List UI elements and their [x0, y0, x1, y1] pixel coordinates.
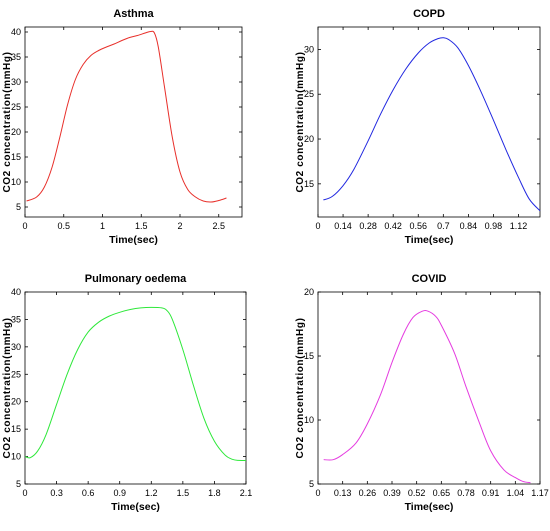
- chart-asthma-ytick-label: 40: [11, 27, 21, 37]
- chart-asthma-axes-frame: [24, 26, 243, 218]
- chart-covid-xtick-label: 0: [315, 488, 320, 498]
- chart-pulmonary-oedema-ytick-label: 10: [11, 452, 21, 462]
- chart-asthma-xtick-label: 1.5: [135, 221, 148, 231]
- chart-pulmonary-oedema-ylabel: CO2 concentration(mmHg): [2, 317, 13, 458]
- chart-copd-ytick-label: 25: [304, 89, 314, 99]
- chart-copd-xtick-label: 0: [315, 221, 320, 231]
- chart-asthma-series-line: [26, 30, 227, 203]
- chart-copd-ytick-label: 15: [304, 179, 314, 189]
- chart-pulmonary-oedema-title: Pulmonary oedema: [85, 273, 187, 285]
- chart-pulmonary-oedema-series-line: [24, 306, 247, 461]
- chart-covid-ytick-label: 5: [309, 479, 314, 489]
- chart-asthma-ytick-label: 25: [11, 102, 21, 112]
- chart-covid-xtick-label: 0.52: [408, 488, 426, 498]
- chart-pulmonary-oedema-ytick-label: 5: [16, 479, 21, 489]
- chart-asthma-xtick-label: 0.5: [57, 221, 70, 231]
- chart-copd-xtick-label: 0.84: [460, 221, 478, 231]
- chart-copd-axes-frame: [317, 26, 541, 218]
- chart-asthma-ytick-label: 35: [11, 52, 21, 62]
- chart-asthma-xtick-label: 2.5: [212, 221, 225, 231]
- chart-copd-xtick-label: 0.56: [409, 221, 427, 231]
- chart-asthma-xtick-label: 2: [177, 221, 182, 231]
- chart-covid-xtick-label: 1.04: [507, 488, 525, 498]
- chart-pulmonary-oedema-xtick-label: 0.9: [113, 488, 126, 498]
- chart-copd-ytick-label: 20: [304, 134, 314, 144]
- chart-pulmonary-oedema-axes-frame: [24, 291, 247, 485]
- chart-copd-ytick-label: 30: [304, 44, 314, 54]
- chart-copd-xtick-label: 0.98: [485, 221, 503, 231]
- chart-asthma-xtick-label: 1: [100, 221, 105, 231]
- chart-pulmonary-oedema: Pulmonary oedema 0 0.3 0.6 0.9 1.2 1.5 1.8 2.1 5 1…: [2, 273, 252, 513]
- chart-covid-xtick-label: 1.17: [531, 488, 549, 498]
- chart-copd-series-line: [323, 37, 541, 212]
- chart-copd-xlabel: Time(sec): [405, 234, 454, 246]
- chart-copd-xtick-label: 0.42: [384, 221, 402, 231]
- chart-covid-xtick-label: 0.65: [433, 488, 451, 498]
- chart-asthma-ytick-label: 10: [11, 177, 21, 187]
- chart-covid-ylabel: CO2 concentration(mmHg): [295, 317, 306, 458]
- chart-asthma-ytick-label: 30: [11, 77, 21, 87]
- chart-pulmonary-oedema-xlabel: Time(sec): [111, 501, 160, 513]
- chart-pulmonary-oedema-ytick-label: 35: [11, 314, 21, 324]
- chart-asthma-ytick-label: 15: [11, 152, 21, 162]
- chart-copd-ylabel: CO2 concentration(mmHg): [295, 51, 306, 192]
- chart-asthma-ytick-label: 5: [16, 202, 21, 212]
- chart-pulmonary-oedema-ytick-label: 30: [11, 342, 21, 352]
- chart-covid-xtick-label: 0.39: [383, 488, 401, 498]
- chart-pulmonary-oedema-xtick-label: 1.8: [208, 488, 221, 498]
- chart-pulmonary-oedema-ytick-label: 15: [11, 424, 21, 434]
- chart-covid-ytick-label: 10: [304, 415, 314, 425]
- chart-pulmonary-oedema-xtick-label: 2.1: [240, 488, 253, 498]
- chart-pulmonary-oedema-xtick-label: 1.2: [145, 488, 158, 498]
- chart-covid-xlabel: Time(sec): [405, 501, 454, 513]
- chart-copd-xtick-label: 0.7: [437, 221, 450, 231]
- chart-pulmonary-oedema-ytick-label: 25: [11, 369, 21, 379]
- chart-asthma-ytick-label: 20: [11, 127, 21, 137]
- chart-copd-xtick-label: 0.28: [359, 221, 377, 231]
- chart-pulmonary-oedema-xtick-label: 0.6: [82, 488, 95, 498]
- chart-asthma-xtick-label: 0: [22, 221, 27, 231]
- chart-covid-xtick-label: 0.26: [359, 488, 377, 498]
- chart-asthma: Asthma 0 0.5 1 1.5 2 2.5 5 10 15 20 25 30 35 40 Time(se…: [2, 8, 243, 246]
- chart-copd-xtick-label: 1.12: [510, 221, 528, 231]
- chart-asthma-ylabel: CO2 concentration(mmHg): [2, 51, 13, 192]
- chart-covid-ytick-label: 20: [304, 287, 314, 297]
- chart-covid-axes-frame: [317, 291, 541, 485]
- chart-covid-title: COVID: [412, 273, 447, 285]
- chart-copd: COPD 0 0.14 0.28 0.42 0.56 0.7 0.84 0.98 1.12 15 20…: [295, 8, 541, 246]
- chart-covid-xtick-label: 0.91: [482, 488, 500, 498]
- chart-covid-ytick-label: 15: [304, 351, 314, 361]
- chart-covid: COVID 0 0.13 0.26 0.39 0.52 0.65 0.78 0.91 1.04 1.…: [295, 273, 549, 513]
- chart-copd-xtick-label: 0.14: [334, 221, 352, 231]
- chart-pulmonary-oedema-xtick-label: 0.3: [50, 488, 63, 498]
- chart-pulmonary-oedema-xtick-label: 0: [22, 488, 27, 498]
- chart-covid-xtick-label: 0.13: [334, 488, 352, 498]
- chart-copd-title: COPD: [413, 8, 445, 20]
- chart-pulmonary-oedema-ytick-label: 40: [11, 287, 21, 297]
- chart-pulmonary-oedema-xtick-label: 1.5: [177, 488, 190, 498]
- chart-covid-series-line: [323, 309, 531, 484]
- chart-asthma-title: Asthma: [113, 8, 154, 20]
- chart-covid-xtick-label: 0.78: [457, 488, 475, 498]
- chart-pulmonary-oedema-ytick-label: 20: [11, 397, 21, 407]
- chart-asthma-xlabel: Time(sec): [109, 234, 158, 246]
